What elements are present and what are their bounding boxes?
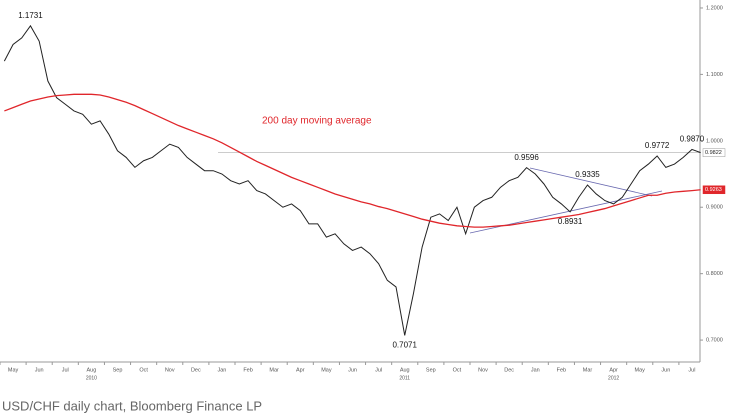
year-label: 2011 <box>399 375 410 381</box>
ma-annotation: 200 day moving average <box>262 116 372 127</box>
x-tick-label: May <box>635 367 646 373</box>
price-box-label: 0.9263 <box>705 187 722 193</box>
caption: USD/CHF daily chart, Bloomberg Finance L… <box>2 398 262 413</box>
price-box-label: 0.9822 <box>705 150 722 156</box>
value-label: 0.7071 <box>392 340 417 349</box>
value-label: 0.9335 <box>575 170 600 179</box>
x-tick-label: Dec <box>504 367 514 373</box>
year-label: 2012 <box>608 375 619 381</box>
x-tick-label: Sep <box>426 367 436 373</box>
x-tick-label: May <box>321 367 332 373</box>
x-tick-label: May <box>8 367 19 373</box>
y-tick-label: 1.1000 <box>706 72 723 78</box>
value-label: 0.9596 <box>514 153 539 162</box>
price-line <box>3 24 701 336</box>
x-tick-label: Mar <box>583 367 593 373</box>
x-tick-label: Jun <box>661 367 670 373</box>
x-tick-label: Sep <box>113 367 123 373</box>
trend-line <box>529 167 653 197</box>
x-tick-label: Jun <box>348 367 357 373</box>
y-tick-label: 0.8000 <box>706 271 723 277</box>
price-box <box>702 148 726 157</box>
year-label: 2010 <box>86 375 97 381</box>
y-tick-label: 0.9000 <box>706 205 723 211</box>
x-tick-label: Oct <box>139 367 148 373</box>
x-tick-label: Jan <box>218 367 227 373</box>
value-label: 0.9772 <box>645 141 670 150</box>
x-tick-label: Apr <box>609 367 618 373</box>
x-tick-label: Jan <box>531 367 540 373</box>
price-box <box>702 185 726 195</box>
y-tick-label: 1.0000 <box>706 138 723 144</box>
ma-line <box>4 93 701 228</box>
x-tick-label: Aug <box>86 367 96 373</box>
y-tick-label: 0.7000 <box>706 338 723 344</box>
x-tick-label: Nov <box>478 367 488 373</box>
x-tick-label: Nov <box>165 367 175 373</box>
x-tick-label: Feb <box>557 367 566 373</box>
x-tick-label: Dec <box>191 367 201 373</box>
x-tick-label: Apr <box>296 367 305 373</box>
x-tick-label: Jul <box>375 367 382 373</box>
value-label: 0.8931 <box>558 217 583 226</box>
x-tick-label: Feb <box>243 367 252 373</box>
x-tick-label: Oct <box>453 367 462 373</box>
x-tick-label: Jul <box>688 367 695 373</box>
x-tick-label: Jun <box>35 367 44 373</box>
x-tick-label: Jul <box>62 367 69 373</box>
value-label: 0.9870 <box>680 135 705 144</box>
y-tick-label: 1.2000 <box>706 5 723 11</box>
x-tick-label: Mar <box>269 367 279 373</box>
x-tick-label: Aug <box>400 367 410 373</box>
value-label: 1.1731 <box>18 11 43 20</box>
